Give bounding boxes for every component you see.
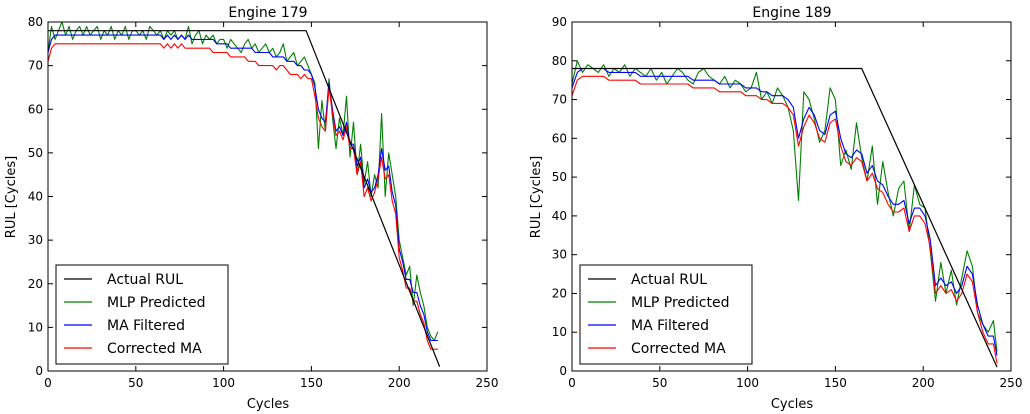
x-tick-label: 50 bbox=[652, 376, 667, 390]
x-tick-label: 100 bbox=[736, 376, 759, 390]
y-axis-label: RUL [Cycles] bbox=[4, 156, 19, 238]
y-tick-label: 70 bbox=[28, 59, 43, 73]
plot-lines bbox=[571, 60, 998, 368]
y-tick-label: 90 bbox=[552, 15, 567, 29]
y-tick-label: 30 bbox=[552, 248, 567, 262]
axis-ticks: 0 50 100 150 200 250 0 10 20 30 40 50 60 70 80 bbox=[28, 15, 499, 390]
x-tick-label: 250 bbox=[1000, 376, 1023, 390]
y-tick-label: 60 bbox=[28, 102, 43, 116]
y-tick-label: 80 bbox=[552, 54, 567, 68]
series-line-ma-filtered bbox=[47, 34, 438, 342]
x-tick-label: 200 bbox=[912, 376, 935, 390]
legend-label-corrected: Corrected MA bbox=[631, 341, 726, 357]
y-tick-label: 80 bbox=[28, 15, 43, 29]
series-line-corrected-ma bbox=[571, 75, 998, 364]
series-line-corrected-ma bbox=[47, 43, 438, 350]
legend-label-mlp: MLP Predicted bbox=[107, 295, 206, 311]
x-tick-label: 0 bbox=[568, 376, 576, 390]
legend: Actual RUL MLP Predicted MA Filtered Cor… bbox=[579, 264, 753, 365]
x-tick-label: 100 bbox=[212, 376, 235, 390]
y-tick-label: 50 bbox=[552, 170, 567, 184]
legend-label-ma: MA Filtered bbox=[107, 318, 185, 334]
y-tick-label: 0 bbox=[35, 364, 43, 378]
y-tick-label: 20 bbox=[552, 286, 567, 300]
x-tick-label: 0 bbox=[44, 376, 52, 390]
chart-engine-179: Engine 179 0 50 100 150 200 250 0 10 20 30 40 50 60 7… bbox=[4, 5, 498, 412]
y-axis-label: RUL [Cycles] bbox=[529, 156, 544, 238]
x-tick-label: 200 bbox=[388, 376, 411, 390]
chart-engine-189: Engine 189 0 50 100 150 200 250 0 10 20 30 40 50 60 7… bbox=[529, 5, 1022, 412]
x-axis-label: Cycles bbox=[247, 397, 290, 412]
x-tick-label: 150 bbox=[300, 376, 323, 390]
plot-lines bbox=[47, 21, 441, 367]
legend-label-actual: Actual RUL bbox=[631, 272, 707, 288]
y-tick-label: 40 bbox=[552, 209, 567, 223]
y-tick-label: 0 bbox=[559, 364, 567, 378]
x-tick-label: 150 bbox=[824, 376, 847, 390]
y-tick-label: 10 bbox=[552, 325, 567, 339]
axes-frame bbox=[571, 21, 1012, 372]
y-tick-label: 70 bbox=[552, 93, 567, 107]
legend-label-mlp: MLP Predicted bbox=[631, 295, 730, 311]
axis-ticks: 0 50 100 150 200 250 0 10 20 30 40 50 60 70 80 90 bbox=[552, 15, 1023, 390]
y-tick-label: 20 bbox=[28, 277, 43, 291]
y-tick-label: 60 bbox=[552, 131, 567, 145]
x-tick-label: 50 bbox=[128, 376, 143, 390]
y-tick-label: 30 bbox=[28, 233, 43, 247]
y-tick-label: 10 bbox=[28, 320, 43, 334]
legend-label-corrected: Corrected MA bbox=[107, 341, 202, 357]
chart-title: Engine 189 bbox=[752, 5, 831, 21]
y-tick-label: 40 bbox=[28, 190, 43, 204]
series-line-actual-rul bbox=[48, 30, 441, 367]
series-line-actual-rul bbox=[572, 67, 998, 368]
x-tick-label: 250 bbox=[476, 376, 499, 390]
legend-label-ma: MA Filtered bbox=[631, 318, 709, 334]
chart-title: Engine 179 bbox=[228, 5, 307, 21]
legend: Actual RUL MLP Predicted MA Filtered Cor… bbox=[55, 264, 229, 365]
legend-label-actual: Actual RUL bbox=[107, 272, 183, 288]
y-tick-label: 50 bbox=[28, 146, 43, 160]
x-axis-label: Cycles bbox=[771, 397, 814, 412]
series-line-ma-filtered bbox=[571, 67, 998, 356]
